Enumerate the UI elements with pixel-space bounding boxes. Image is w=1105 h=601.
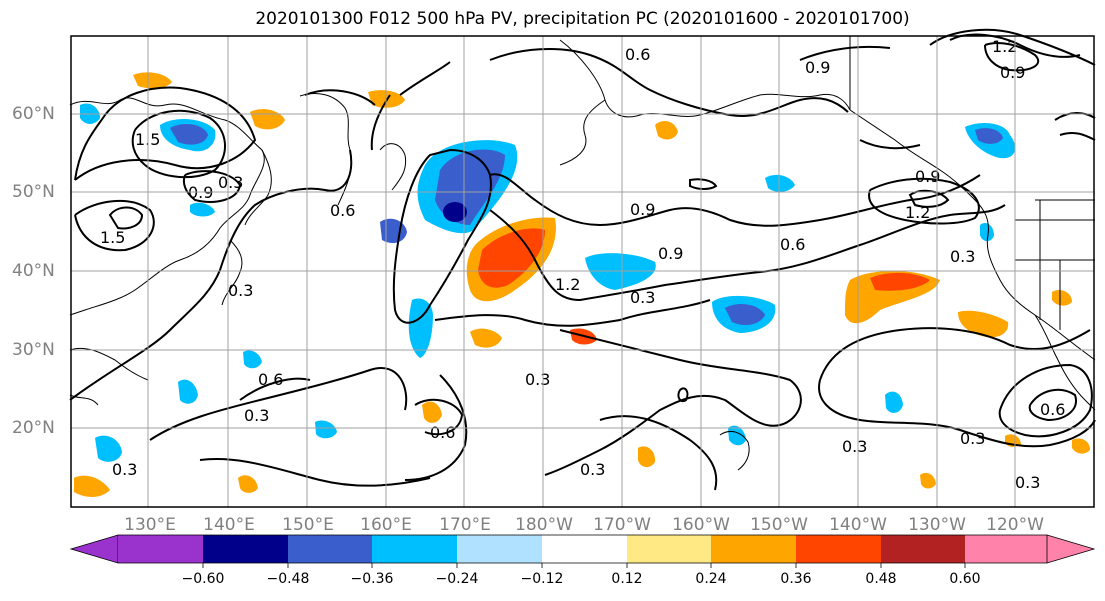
contour-label: 0.6 (780, 235, 805, 254)
contour-label: 0.3 (960, 429, 985, 448)
colorbar-tick-label: 0.36 (780, 571, 812, 587)
colorbar-tick-label: −0.60 (181, 571, 225, 587)
lon-label-180w: 180°W (515, 515, 573, 535)
map-title: 2020101300 F012 500 hPa PV, precipitatio… (255, 9, 910, 29)
pv-contours (69, 28, 1096, 491)
precip-shading (74, 72, 1090, 497)
colorbar-segment (118, 535, 203, 563)
lat-label-60n: 60°N (12, 104, 55, 124)
borders (849, 36, 1095, 330)
lon-label-160e: 160°E (360, 515, 412, 535)
contour-label: 0.3 (950, 247, 975, 266)
colorbar (69, 534, 1096, 568)
lon-label-130w: 130°W (908, 515, 966, 535)
contour-label: 0.3 (1015, 473, 1040, 492)
contour-label: 0.3 (630, 288, 655, 307)
contour-label: 0.6 (625, 45, 650, 64)
contour-label: 0.9 (1000, 63, 1025, 82)
colorbar-tick-label: 0.12 (611, 571, 643, 587)
colorbar-tick-label: −0.48 (266, 571, 310, 587)
colorbar-extend-high (1046, 534, 1096, 564)
contour-label: 1.5 (100, 228, 125, 247)
lon-label-170e: 170°E (439, 515, 491, 535)
colorbar-tick-label: 0.60 (949, 571, 981, 587)
lon-label-150e: 150°E (282, 515, 334, 535)
lat-label-30n: 30°N (12, 340, 55, 360)
lon-label-140w: 140°W (829, 515, 887, 535)
colorbar-segment (372, 535, 457, 563)
lon-label-130e: 130°E (124, 515, 176, 535)
contour-label: 0.3 (580, 460, 605, 479)
colorbar-segment (627, 535, 711, 563)
colorbar-segment (288, 535, 372, 563)
lat-label-50n: 50°N (12, 182, 55, 202)
lon-label-160w: 160°W (672, 515, 730, 535)
contour-label: 0.3 (112, 460, 137, 479)
colorbar-segment (542, 535, 627, 563)
contour-label: 0.3 (842, 437, 867, 456)
lon-label-120w: 120°W (986, 515, 1044, 535)
colorbar-tick-label: 0.48 (865, 571, 897, 587)
colorbar-tick-label: −0.12 (520, 571, 564, 587)
contour-label: 0.6 (258, 370, 283, 389)
contour-label: 0.9 (805, 58, 830, 77)
colorbar-tick-label: −0.24 (435, 571, 479, 587)
contour-label: 0.6 (430, 423, 455, 442)
coastlines (69, 39, 1096, 471)
contour-label: 0.9 (630, 200, 655, 219)
contour-label: 1.2 (555, 275, 580, 294)
colorbar-extend-low (69, 534, 119, 564)
lat-label-40n: 40°N (12, 261, 55, 281)
colorbar-segment (965, 535, 1047, 563)
colorbar-segment (203, 535, 288, 563)
colorbar-segment (796, 535, 881, 563)
contour-label: 0.3 (244, 406, 269, 425)
colorbar-tick-label: −0.36 (350, 571, 394, 587)
contour-label: 0.3 (525, 370, 550, 389)
contour-label: 0.6 (1040, 400, 1065, 419)
colorbar-segment (881, 535, 965, 563)
map-frame (70, 35, 1095, 508)
contour-label: 1.2 (992, 37, 1017, 56)
lon-label-140e: 140°E (203, 515, 255, 535)
colorbar-tick-label: 0.24 (695, 571, 727, 587)
contour-label: 1.2 (905, 203, 930, 222)
gridlines (71, 36, 1094, 507)
lon-label-150w: 150°W (750, 515, 808, 535)
lat-label-20n: 20°N (12, 418, 55, 438)
lon-label-170w: 170°W (593, 515, 651, 535)
contour-label: 0.3 (228, 281, 253, 300)
contour-label: 0.9 (658, 244, 683, 263)
colorbar-segment (457, 535, 542, 563)
contour-label: 0.9 (915, 167, 940, 186)
colorbar-segment (711, 535, 796, 563)
contour-label: 0.3 (218, 173, 243, 192)
contour-label: 0.6 (330, 201, 355, 220)
